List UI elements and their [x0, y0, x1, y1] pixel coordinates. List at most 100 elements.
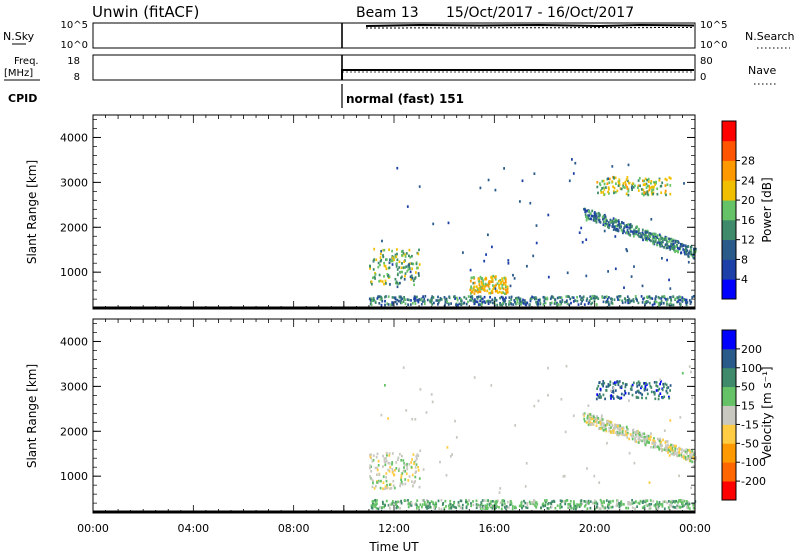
data-cell [611, 180, 614, 183]
data-cell [683, 456, 685, 460]
data-cell [674, 501, 676, 504]
data-cell [600, 191, 603, 194]
data-cell [426, 507, 428, 510]
y-tick-label: 1000 [60, 266, 88, 279]
data-cell [603, 188, 606, 191]
colorbar-segment [722, 405, 736, 425]
data-cell [460, 298, 462, 301]
data-cell [641, 396, 643, 400]
data-cell [680, 242, 682, 246]
data-cell [381, 500, 384, 504]
data-cell [643, 435, 646, 439]
data-cell [628, 451, 631, 455]
data-cell [637, 380, 640, 384]
data-cell [518, 504, 521, 508]
data-cell [508, 296, 511, 299]
data-cell [574, 161, 577, 165]
data-cell [662, 295, 665, 299]
data-cell [666, 391, 669, 395]
power-x-ticks [92, 115, 696, 309]
data-cell [610, 506, 613, 509]
data-cell [669, 192, 672, 196]
data-cell [479, 503, 482, 507]
data-cell [497, 279, 500, 283]
data-cell [676, 244, 678, 247]
data-cell [388, 248, 390, 251]
data-cell [469, 295, 472, 299]
data-cell [612, 185, 614, 188]
data-cell [425, 499, 428, 502]
data-cell [383, 505, 385, 509]
data-cell [638, 431, 641, 435]
data-cell [501, 279, 504, 283]
data-cell [533, 296, 535, 299]
data-cell [551, 500, 553, 503]
data-cell [416, 266, 419, 270]
data-cell [479, 295, 482, 298]
data-cell [491, 278, 494, 281]
data-cell [645, 300, 648, 303]
data-cell [607, 384, 610, 387]
data-cell [433, 503, 436, 507]
data-cell [636, 225, 639, 229]
data-cell [666, 440, 669, 443]
data-cell [690, 300, 693, 304]
data-cell [602, 506, 605, 509]
data-cell [664, 238, 666, 241]
data-cell [422, 295, 424, 298]
data-cell [501, 286, 504, 290]
data-cell [614, 383, 617, 386]
data-cell [505, 285, 507, 289]
data-cell [627, 231, 630, 234]
data-cell [472, 288, 475, 292]
data-cell [651, 185, 654, 189]
data-cell [649, 505, 651, 509]
data-cell [614, 381, 616, 384]
data-cell [400, 476, 403, 480]
data-cell [378, 302, 381, 305]
data-cell [487, 233, 489, 237]
x-tick-label: 00:00 [77, 522, 109, 535]
data-cell [380, 295, 383, 299]
data-cell [389, 507, 391, 510]
data-cell [379, 279, 382, 283]
data-cell [508, 300, 511, 304]
data-cell [642, 233, 644, 236]
data-cell [657, 507, 659, 511]
data-cell [680, 453, 683, 457]
data-cell [549, 302, 552, 305]
data-cell [605, 499, 608, 502]
data-cell [603, 229, 606, 233]
data-cell [598, 507, 601, 510]
data-cell [492, 504, 494, 508]
data-cell [498, 286, 501, 290]
data-cell [646, 438, 649, 442]
colorbar-tick-label: 20 [741, 194, 755, 207]
data-cell [612, 429, 615, 433]
data-cell [572, 296, 575, 300]
data-cell [598, 481, 601, 484]
data-cell [381, 239, 383, 243]
data-cell [586, 467, 588, 470]
data-cell [404, 463, 406, 467]
data-cell [673, 248, 676, 252]
data-cell [455, 436, 458, 439]
data-cell [630, 230, 632, 233]
data-cell [634, 433, 637, 436]
data-cell [688, 507, 691, 510]
nsearch-tick-top: 10^5 [700, 20, 727, 31]
data-cell [532, 502, 535, 506]
data-cell [371, 460, 374, 463]
data-cell [634, 295, 637, 298]
data-cell [602, 217, 604, 221]
data-cell [651, 237, 654, 241]
data-cell [637, 441, 640, 444]
data-cell [453, 295, 455, 299]
data-cell [559, 499, 562, 502]
data-cell [514, 297, 517, 300]
data-cell [417, 300, 420, 304]
data-cell [608, 181, 611, 184]
data-cell [646, 231, 648, 234]
data-cell [652, 232, 655, 236]
data-cell [385, 499, 388, 503]
